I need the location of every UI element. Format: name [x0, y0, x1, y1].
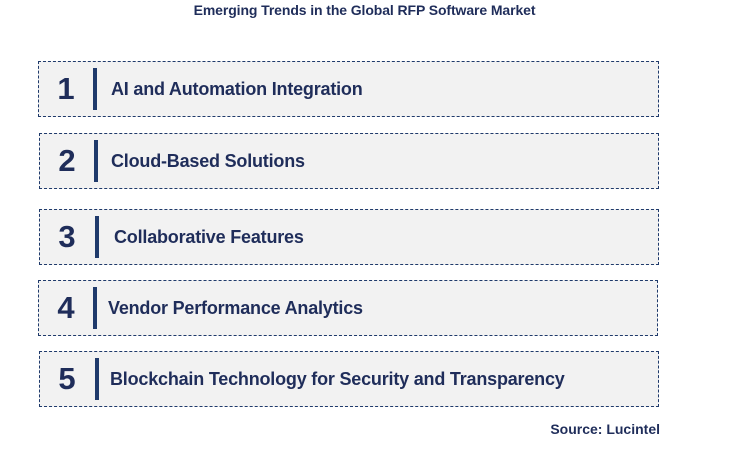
trend-number: 3	[58, 219, 76, 254]
trend-item-2: 2 Cloud-Based Solutions	[39, 133, 659, 189]
trend-label: Cloud-Based Solutions	[111, 150, 305, 171]
trend-number: 5	[58, 361, 76, 396]
trend-divider	[94, 140, 98, 182]
trend-divider	[93, 68, 97, 110]
trend-divider	[95, 216, 99, 258]
trend-label: AI and Automation Integration	[111, 78, 363, 99]
trend-number: 2	[58, 143, 76, 178]
trend-label: Collaborative Features	[114, 226, 304, 247]
trend-item-1: 1 AI and Automation Integration	[38, 61, 659, 117]
trend-label: Blockchain Technology for Security and T…	[110, 368, 565, 389]
source-label: Source: Lucintel	[550, 421, 660, 437]
trend-item-4: 4 Vendor Performance Analytics	[38, 280, 658, 336]
trend-item-5: 5 Blockchain Technology for Security and…	[39, 351, 659, 407]
diagram-title: Emerging Trends in the Global RFP Softwa…	[193, 2, 536, 18]
trend-divider	[93, 287, 97, 329]
trend-number: 4	[57, 290, 75, 325]
trend-number: 1	[57, 71, 75, 106]
trend-item-3: 3 Collaborative Features	[39, 209, 659, 265]
trend-label: Vendor Performance Analytics	[108, 297, 363, 318]
trend-divider	[95, 358, 99, 400]
